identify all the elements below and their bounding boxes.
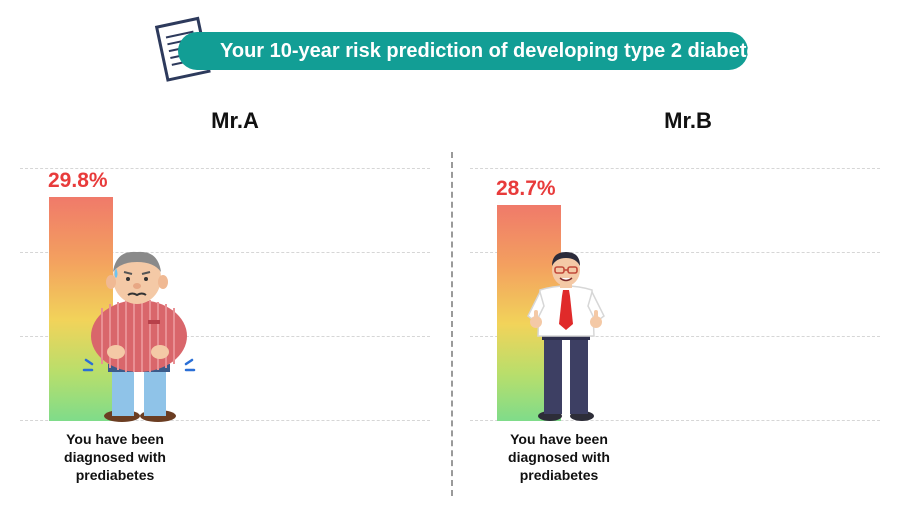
category-label-mr-b: Mr.B [664, 108, 712, 133]
panel-divider [451, 152, 453, 496]
caption-mr-b: You have been diagnosed with prediabetes [484, 430, 634, 484]
gridline [20, 252, 430, 253]
caption-line: diagnosed with [64, 449, 166, 465]
gridline [470, 336, 880, 337]
chart-title-banner: Your 10-year risk prediction of developi… [178, 32, 769, 70]
caption-mr-a: You have been diagnosed with prediabetes [40, 430, 190, 484]
mr-a-illustration [82, 251, 196, 422]
caption-line: You have been [66, 431, 164, 447]
gridline [20, 168, 430, 169]
caption-line: diagnosed with [508, 449, 610, 465]
caption-line: prediabetes [75, 467, 155, 483]
chart-title: Your 10-year risk prediction of developi… [220, 40, 769, 62]
gridline [470, 168, 880, 169]
gridline [20, 420, 430, 421]
category-label-mr-a: Mr.A [211, 108, 259, 133]
gridline [20, 336, 430, 337]
mr-b-illustration [527, 252, 605, 421]
value-label-mr-a: 29.8% [48, 169, 108, 192]
value-label-mr-b: 28.7% [496, 177, 556, 201]
gridline [470, 252, 880, 253]
gridline [470, 420, 880, 421]
caption-line: prediabetes [519, 467, 599, 483]
caption-line: You have been [510, 431, 608, 447]
